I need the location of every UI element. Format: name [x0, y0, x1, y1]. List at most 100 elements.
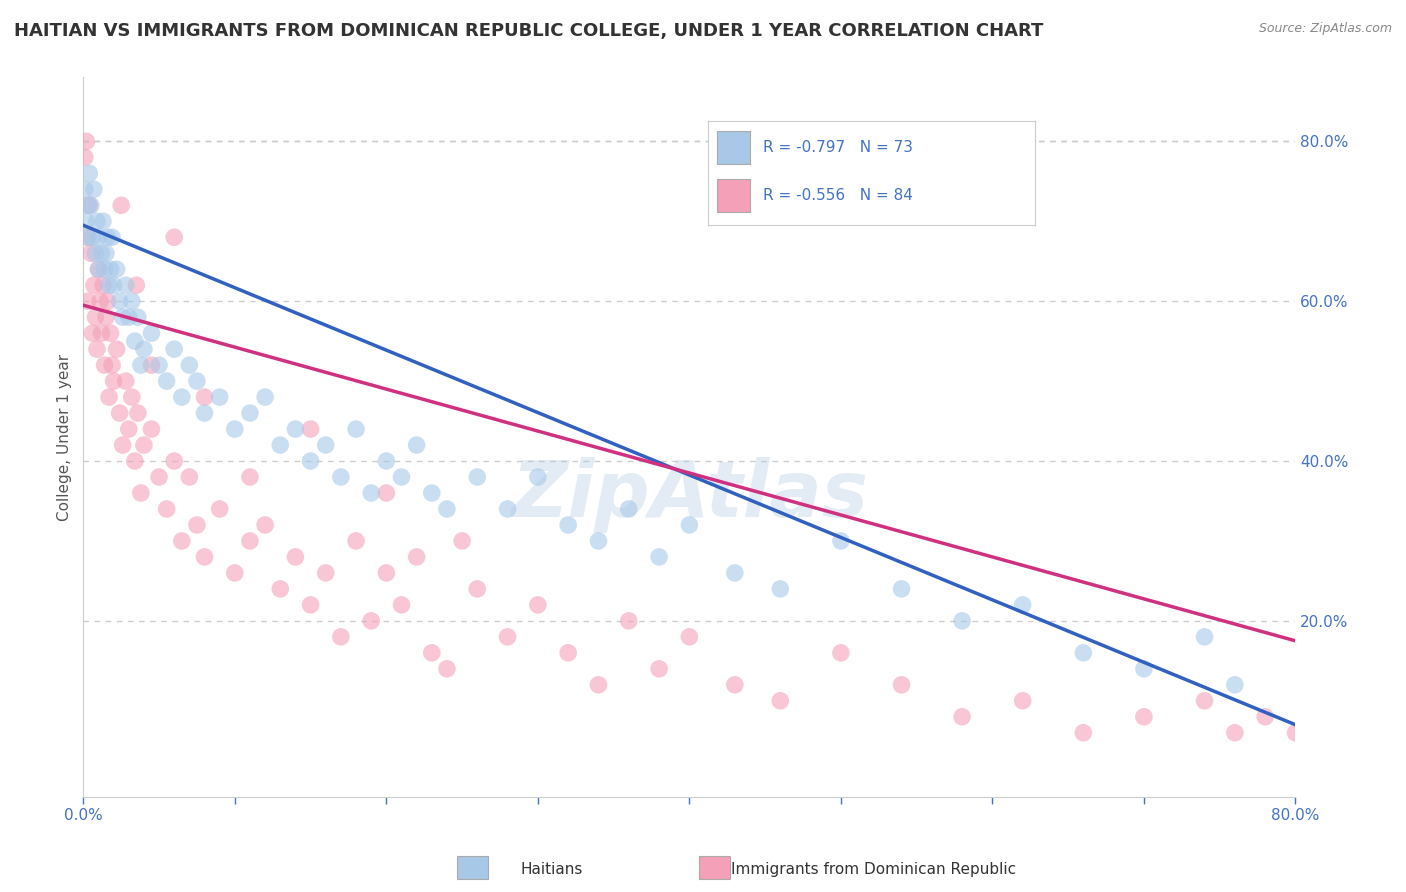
Point — [125, 278, 148, 293]
Point — [315, 438, 337, 452]
Point — [87, 262, 110, 277]
Point — [90, 326, 112, 341]
Point — [108, 294, 131, 309]
Point — [111, 438, 134, 452]
Point — [124, 454, 146, 468]
Point — [617, 614, 640, 628]
Point — [186, 374, 208, 388]
Point — [284, 422, 307, 436]
Point — [724, 566, 747, 580]
Point — [648, 662, 671, 676]
Point — [527, 598, 550, 612]
Point — [124, 334, 146, 348]
Point — [179, 358, 201, 372]
Point — [315, 566, 337, 580]
Point — [100, 326, 122, 341]
Point — [557, 518, 579, 533]
Point — [496, 630, 519, 644]
Point — [375, 566, 398, 580]
Point — [82, 230, 104, 244]
Point — [87, 230, 110, 244]
Point — [239, 406, 262, 420]
Point — [76, 230, 98, 244]
Point — [132, 438, 155, 452]
Point — [375, 486, 398, 500]
Point — [163, 230, 186, 244]
Point — [118, 310, 141, 325]
Point — [105, 342, 128, 356]
Point — [156, 502, 179, 516]
Point — [224, 566, 246, 580]
Point — [103, 278, 125, 293]
Point — [269, 438, 291, 452]
Point — [1194, 694, 1216, 708]
Point — [1073, 646, 1095, 660]
Point — [344, 533, 367, 548]
Point — [269, 582, 291, 596]
Point — [75, 134, 97, 148]
Point — [360, 614, 382, 628]
Point — [94, 310, 117, 325]
Point — [239, 533, 262, 548]
Point — [170, 390, 193, 404]
Point — [769, 582, 792, 596]
Point — [950, 614, 973, 628]
Point — [1254, 710, 1277, 724]
Point — [436, 662, 458, 676]
Point — [91, 214, 114, 228]
Text: Immigrants from Dominican Republic: Immigrants from Dominican Republic — [731, 863, 1017, 877]
Point — [1284, 725, 1306, 739]
Point — [114, 374, 136, 388]
Point — [1223, 725, 1246, 739]
Point — [678, 630, 700, 644]
Point — [82, 326, 104, 341]
Point — [80, 246, 103, 260]
Point — [101, 358, 124, 372]
Point — [105, 262, 128, 277]
Point — [208, 502, 231, 516]
Point — [405, 549, 427, 564]
Point — [186, 518, 208, 533]
Point — [129, 358, 152, 372]
Point — [329, 630, 352, 644]
Point — [103, 374, 125, 388]
Point — [132, 342, 155, 356]
Point — [98, 278, 121, 293]
Point — [108, 406, 131, 420]
Point — [76, 198, 98, 212]
Point — [465, 470, 488, 484]
Point — [93, 262, 115, 277]
Point — [84, 246, 107, 260]
Point — [724, 678, 747, 692]
Point — [299, 454, 322, 468]
Point — [527, 470, 550, 484]
Point — [360, 486, 382, 500]
Point — [75, 214, 97, 228]
Point — [100, 262, 122, 277]
Point — [830, 646, 852, 660]
Point — [405, 438, 427, 452]
Point — [156, 374, 179, 388]
Point — [91, 278, 114, 293]
Point — [193, 549, 215, 564]
Point — [110, 198, 132, 212]
Point — [557, 646, 579, 660]
Point — [148, 358, 170, 372]
Point — [96, 230, 118, 244]
Point — [451, 533, 474, 548]
Point — [79, 166, 101, 180]
Point — [1011, 694, 1033, 708]
Point — [98, 390, 121, 404]
Point — [118, 422, 141, 436]
Point — [391, 470, 413, 484]
Point — [141, 358, 163, 372]
Point — [101, 230, 124, 244]
Point — [86, 214, 108, 228]
Point — [588, 533, 610, 548]
Point — [84, 310, 107, 325]
Point — [1133, 662, 1156, 676]
Point — [193, 390, 215, 404]
Point — [465, 582, 488, 596]
Point — [617, 502, 640, 516]
Point — [73, 150, 96, 164]
